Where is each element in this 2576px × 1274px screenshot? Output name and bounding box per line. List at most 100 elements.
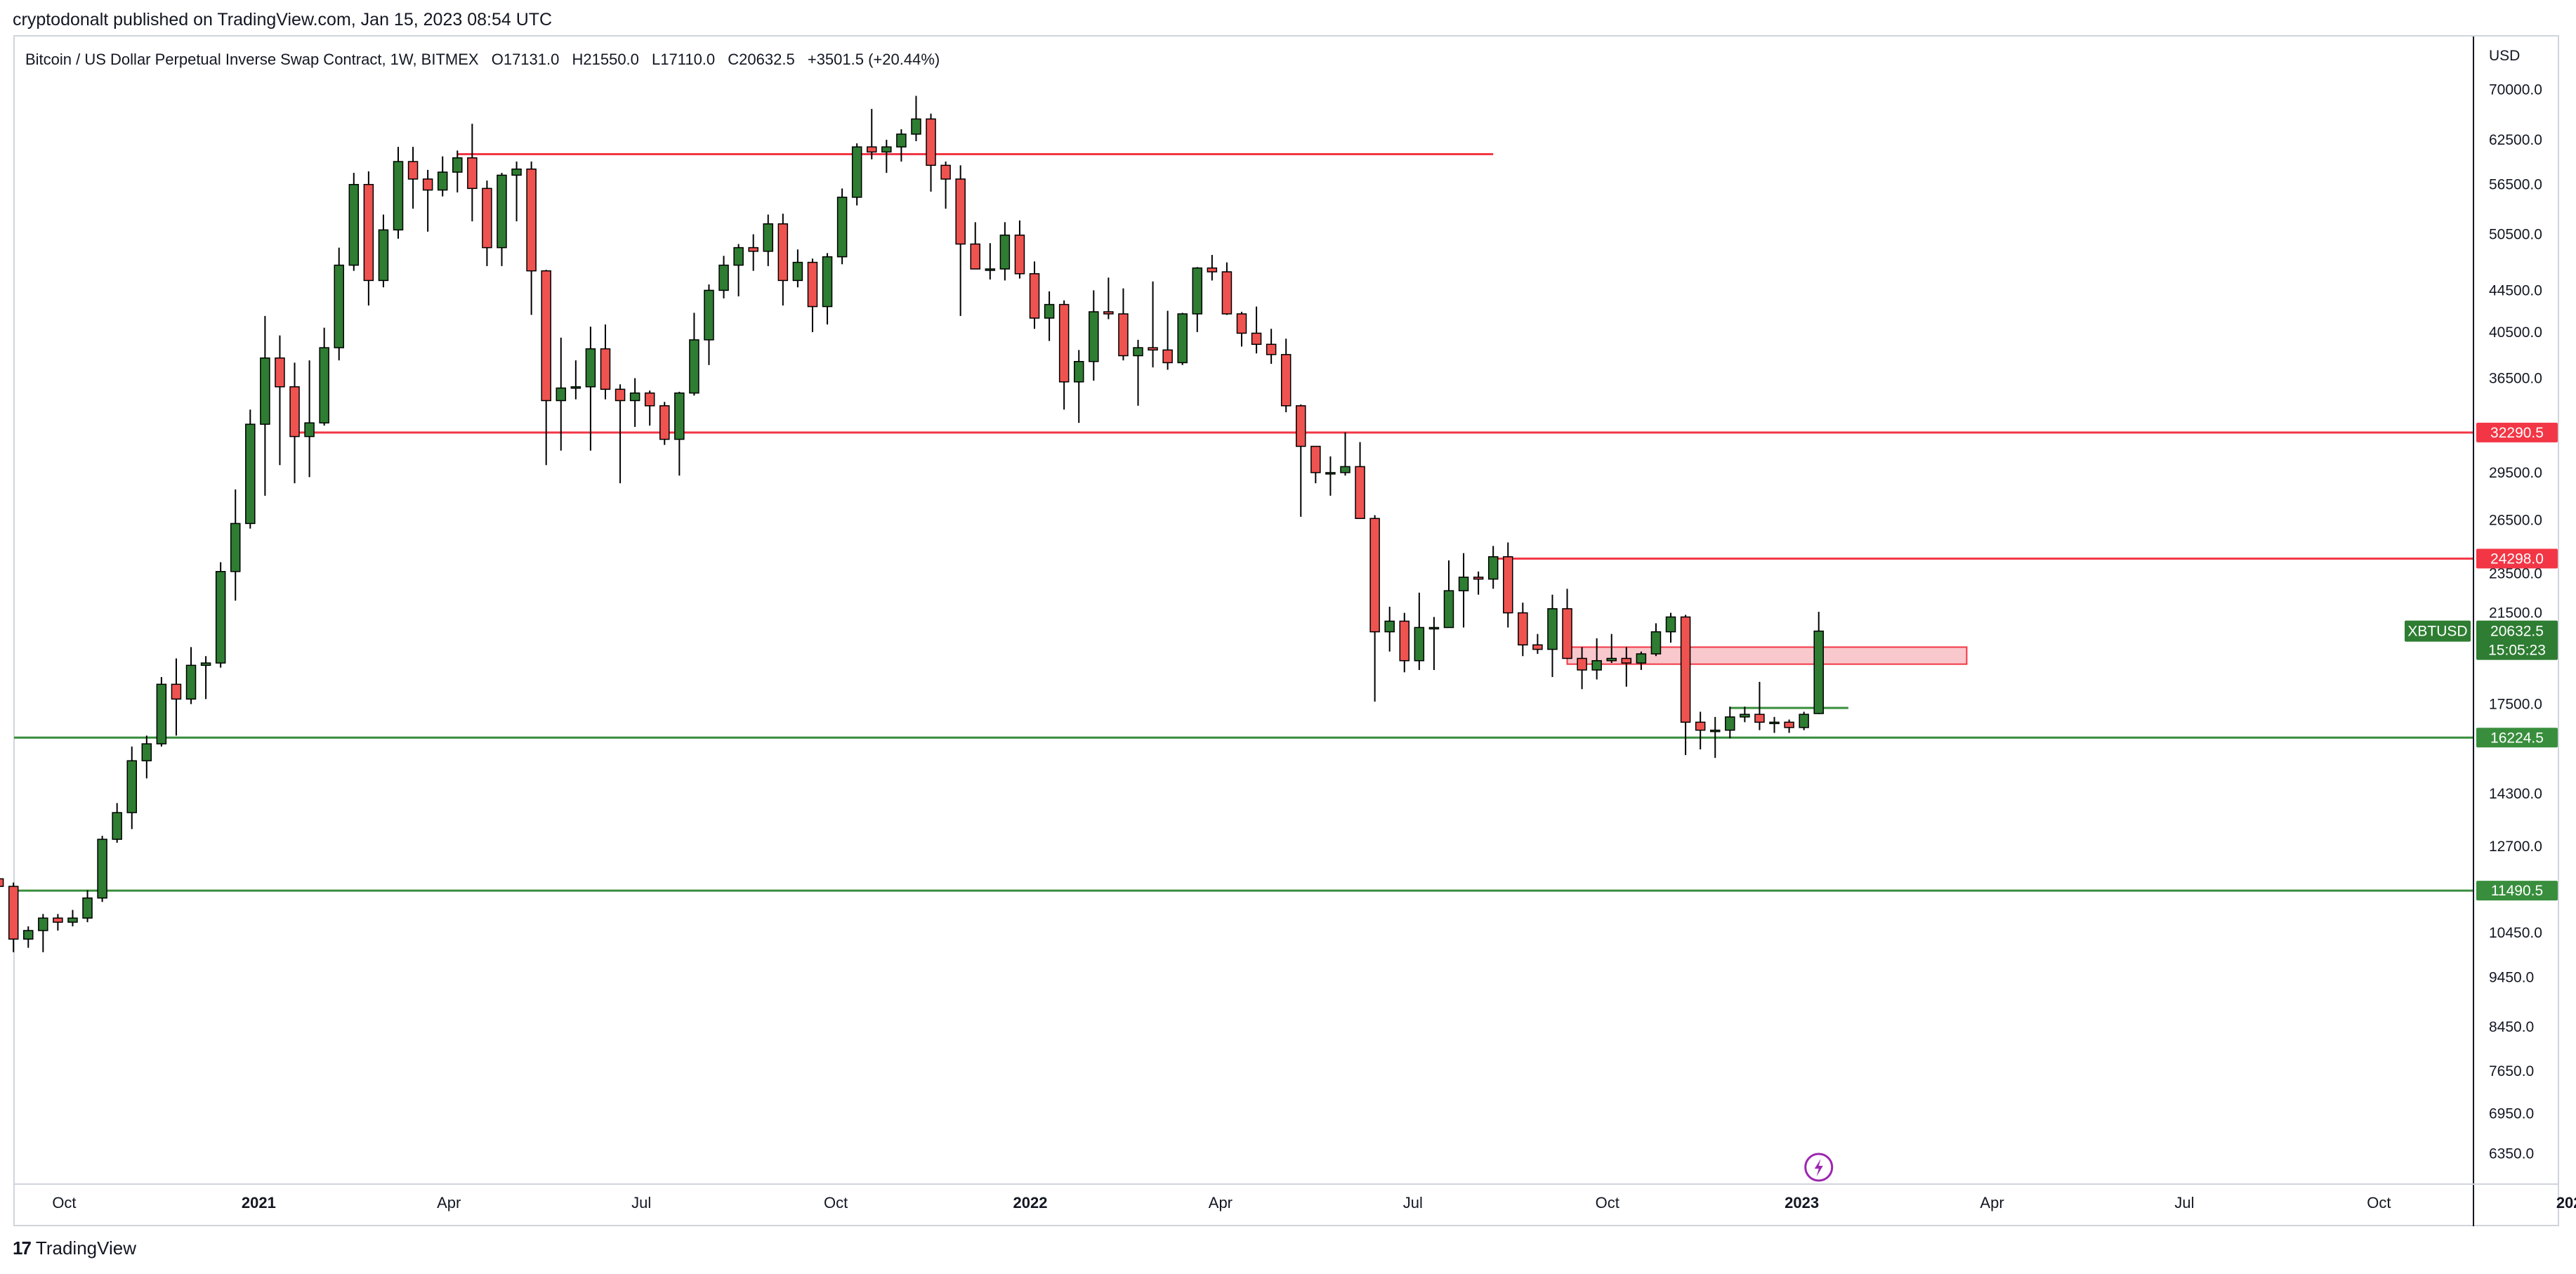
candle[interactable] <box>926 113 936 192</box>
candle[interactable] <box>1503 542 1513 628</box>
candle[interactable] <box>1799 711 1809 730</box>
candle[interactable] <box>1532 633 1543 655</box>
candle[interactable] <box>1784 719 1794 733</box>
candle[interactable] <box>1740 707 1750 723</box>
candle[interactable] <box>659 402 670 445</box>
candle[interactable] <box>1118 288 1129 361</box>
candle[interactable] <box>526 162 537 315</box>
candle[interactable] <box>437 156 448 197</box>
candle[interactable] <box>1384 606 1395 652</box>
candle[interactable] <box>1280 339 1292 413</box>
candle[interactable] <box>570 360 581 400</box>
candle[interactable] <box>82 890 93 923</box>
candle[interactable] <box>289 362 300 484</box>
candle[interactable] <box>378 214 389 288</box>
candle[interactable] <box>940 162 951 209</box>
candle[interactable] <box>8 882 19 952</box>
candle[interactable] <box>1813 612 1824 714</box>
candle[interactable] <box>1369 515 1380 702</box>
candle[interactable] <box>1709 716 1721 759</box>
candle[interactable] <box>999 222 1011 281</box>
candle[interactable] <box>67 909 78 927</box>
candle[interactable] <box>541 270 551 466</box>
candle[interactable] <box>1310 445 1321 484</box>
candle[interactable] <box>1443 560 1454 629</box>
candle[interactable] <box>319 327 329 426</box>
candle[interactable] <box>1162 310 1173 370</box>
candle[interactable] <box>1207 254 1218 281</box>
candle[interactable] <box>822 253 833 325</box>
candle[interactable] <box>1665 612 1676 643</box>
candle[interactable] <box>348 173 360 271</box>
candle[interactable] <box>733 244 744 296</box>
candle[interactable] <box>689 313 699 396</box>
candle[interactable] <box>644 390 655 426</box>
candle[interactable] <box>185 647 197 704</box>
candle[interactable] <box>1089 290 1099 381</box>
resistance-zone[interactable] <box>1566 646 1968 665</box>
candle[interactable] <box>126 747 137 829</box>
candle[interactable] <box>467 124 478 222</box>
candle[interactable] <box>482 180 492 266</box>
candle[interactable] <box>600 324 611 400</box>
candle[interactable] <box>112 803 122 843</box>
candle[interactable] <box>1562 589 1572 659</box>
candle[interactable] <box>1266 329 1277 365</box>
candle[interactable] <box>1414 592 1425 670</box>
candle[interactable] <box>1577 647 1587 690</box>
candle[interactable] <box>171 658 182 736</box>
candle[interactable] <box>1044 291 1055 341</box>
candle[interactable] <box>1148 281 1158 368</box>
candle[interactable] <box>615 384 626 484</box>
candle[interactable] <box>1680 615 1691 756</box>
candle[interactable] <box>215 562 226 668</box>
candle[interactable] <box>1725 707 1735 739</box>
candle[interactable] <box>0 864 4 943</box>
candle[interactable] <box>1399 612 1410 673</box>
candle[interactable] <box>867 109 877 159</box>
candle[interactable] <box>511 162 522 222</box>
candle[interactable] <box>792 249 803 288</box>
candle[interactable] <box>1073 350 1084 423</box>
candle[interactable] <box>53 914 63 931</box>
candle[interactable] <box>1058 300 1070 410</box>
candle[interactable] <box>230 489 241 601</box>
candle[interactable] <box>97 836 107 902</box>
candle[interactable] <box>245 409 256 529</box>
candle[interactable] <box>556 337 567 451</box>
candle[interactable] <box>1754 681 1765 730</box>
candle[interactable] <box>1221 262 1233 315</box>
candle[interactable] <box>1355 442 1365 519</box>
candle[interactable] <box>704 284 714 365</box>
candle[interactable] <box>1325 456 1336 496</box>
candle[interactable] <box>851 143 862 206</box>
candle[interactable] <box>1621 647 1632 687</box>
candle[interactable] <box>911 96 921 142</box>
candle[interactable] <box>955 165 966 316</box>
candle[interactable] <box>629 378 640 427</box>
candle[interactable] <box>393 147 404 239</box>
candle[interactable] <box>1251 306 1262 354</box>
candle[interactable] <box>896 129 907 162</box>
candle[interactable] <box>1636 651 1647 670</box>
candle[interactable] <box>1014 220 1025 279</box>
candle[interactable] <box>1133 339 1143 406</box>
candle[interactable] <box>304 360 315 478</box>
candle[interactable] <box>1518 603 1528 657</box>
candle[interactable] <box>585 327 596 451</box>
candle[interactable] <box>836 188 848 265</box>
candle[interactable] <box>1296 404 1306 517</box>
candle[interactable] <box>141 735 152 779</box>
candle[interactable] <box>1458 553 1469 628</box>
candle[interactable] <box>1547 594 1558 678</box>
candle[interactable] <box>275 335 285 466</box>
candle[interactable] <box>200 656 211 700</box>
candle[interactable] <box>718 256 729 298</box>
candle[interactable] <box>1177 313 1188 365</box>
chart-frame[interactable] <box>13 35 2559 1226</box>
candle[interactable] <box>807 258 818 332</box>
candle[interactable] <box>1192 267 1203 332</box>
candle[interactable] <box>1473 571 1484 595</box>
candle[interactable] <box>674 391 685 476</box>
footer-branding[interactable]: 17 TradingView <box>13 1237 136 1259</box>
